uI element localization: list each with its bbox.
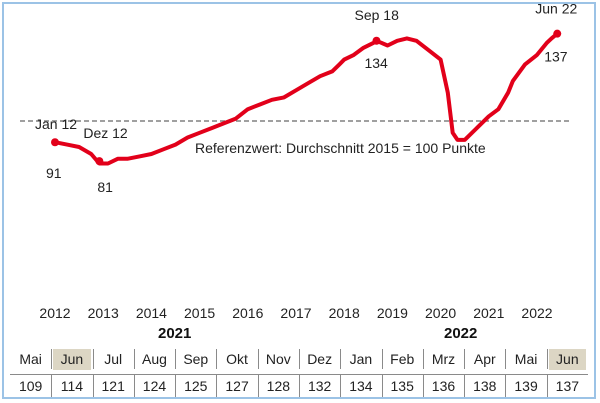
table-divider <box>299 375 300 397</box>
series-line <box>53 31 560 166</box>
table-value-cell: 132 <box>307 378 332 394</box>
table-value-cell: 114 <box>60 378 84 394</box>
line-chart: Referenzwert: Durchschnitt 2015 = 100 Pu… <box>20 1 577 321</box>
reference-layer: Referenzwert: Durchschnitt 2015 = 100 Pu… <box>20 120 570 156</box>
table-divider <box>505 375 507 397</box>
x-tick-label: 2020 <box>425 305 456 321</box>
table-value-cell: 127 <box>225 378 249 394</box>
annotation-value-label: 134 <box>364 55 388 71</box>
table-month-cell: Mai <box>514 351 538 367</box>
table-divider <box>464 349 466 369</box>
table-month-cell: Jan <box>349 351 373 367</box>
annotation-value-label: 91 <box>46 165 62 181</box>
annotation-points <box>51 29 562 166</box>
table-divider <box>257 375 259 397</box>
x-tick-label: 2017 <box>280 305 311 321</box>
table-month-cell: Jul <box>104 351 123 367</box>
table-divider <box>257 349 259 369</box>
table-divider <box>464 375 466 397</box>
x-tick-label: 2016 <box>232 305 263 321</box>
annotation-date-label: Jun 22 <box>535 1 577 17</box>
x-tick-label: 2018 <box>329 305 360 321</box>
x-tick-label: 2022 <box>521 305 552 321</box>
monthly-values-table: 2021 2022 Mai 109 Jun 114 Jul 121 Aug 124 Sep 125… <box>0 325 600 403</box>
annotation-value-label: 81 <box>97 179 113 195</box>
table-month-cell: Mrz <box>431 351 456 367</box>
annotation-value-label: 137 <box>544 49 568 65</box>
table-value-cell: 138 <box>473 378 497 394</box>
table-value-cell: 136 <box>431 378 456 394</box>
annotation-point <box>95 157 104 166</box>
table-month-cell: Apr <box>473 351 496 367</box>
x-axis-ticks: 2012 2013 2014 2015 2016 2017 2018 2019 2020 2021… <box>39 305 552 321</box>
table-divider <box>133 375 135 397</box>
table-value-cell: 124 <box>142 378 167 394</box>
year-label-2021: 2021 <box>158 325 192 342</box>
table-divider <box>216 349 218 369</box>
table-value-cell: 109 <box>18 378 43 394</box>
annotation-point <box>553 29 562 38</box>
x-tick-label: 2012 <box>39 305 70 321</box>
table-month-cell: Nov <box>265 351 291 367</box>
table-month-cell: Jun <box>548 349 586 370</box>
reference-label: Referenzwert: Durchschnitt 2015 = 100 Pu… <box>195 140 486 156</box>
table-divider <box>422 349 424 369</box>
year-label-2022: 2022 <box>444 325 478 342</box>
table-value-cell: 135 <box>390 378 414 394</box>
table-divider <box>422 375 424 397</box>
table-divider <box>51 349 53 369</box>
table-divider <box>381 375 383 397</box>
table-divider <box>175 349 177 369</box>
annotations: Jan 12 91 Dez 12 81 Sep 18 134 Jun 22 137 <box>35 1 577 195</box>
x-tick-label: 2019 <box>377 305 408 321</box>
table-divider <box>340 349 342 369</box>
annotation-date-label: Sep 18 <box>354 7 399 23</box>
table-separator <box>10 374 588 375</box>
x-tick-label: 2021 <box>473 305 504 321</box>
table-value-cell: 137 <box>555 378 580 394</box>
table-month-cell: Mai <box>19 351 42 367</box>
table-divider <box>216 375 218 397</box>
table-value-cell: 134 <box>349 378 373 394</box>
table-month-cell: Jun <box>53 349 91 370</box>
table-divider <box>133 349 135 369</box>
table-value-cell: 128 <box>266 378 291 394</box>
table-value-cell: 125 <box>184 378 208 394</box>
table-divider <box>299 349 300 369</box>
x-tick-label: 2014 <box>136 305 167 321</box>
chart-frame <box>2 2 596 399</box>
table-value-cell: 121 <box>101 378 125 394</box>
table-divider <box>381 349 383 369</box>
table-divider <box>505 349 507 369</box>
table-divider <box>340 375 342 397</box>
table-month-cell: Feb <box>390 351 415 367</box>
table-divider <box>175 375 177 397</box>
table-divider <box>546 349 548 369</box>
table-value-cell: 139 <box>514 378 538 394</box>
table-month-cell: Aug <box>142 351 167 367</box>
table-month-cell: Okt <box>226 351 248 367</box>
table-month-cell: Dez <box>307 351 333 367</box>
table-divider <box>546 375 548 397</box>
table-divider <box>92 375 94 397</box>
table-divider <box>51 375 53 397</box>
x-tick-label: 2015 <box>184 305 215 321</box>
x-tick-label: 2013 <box>88 305 119 321</box>
annotation-point <box>372 36 381 45</box>
table-month-cell: Sep <box>183 351 209 367</box>
annotation-date-label: Dez 12 <box>83 125 128 141</box>
annotation-date-label: Jan 12 <box>35 116 77 132</box>
annotation-point <box>51 138 59 147</box>
table-divider <box>92 349 94 369</box>
